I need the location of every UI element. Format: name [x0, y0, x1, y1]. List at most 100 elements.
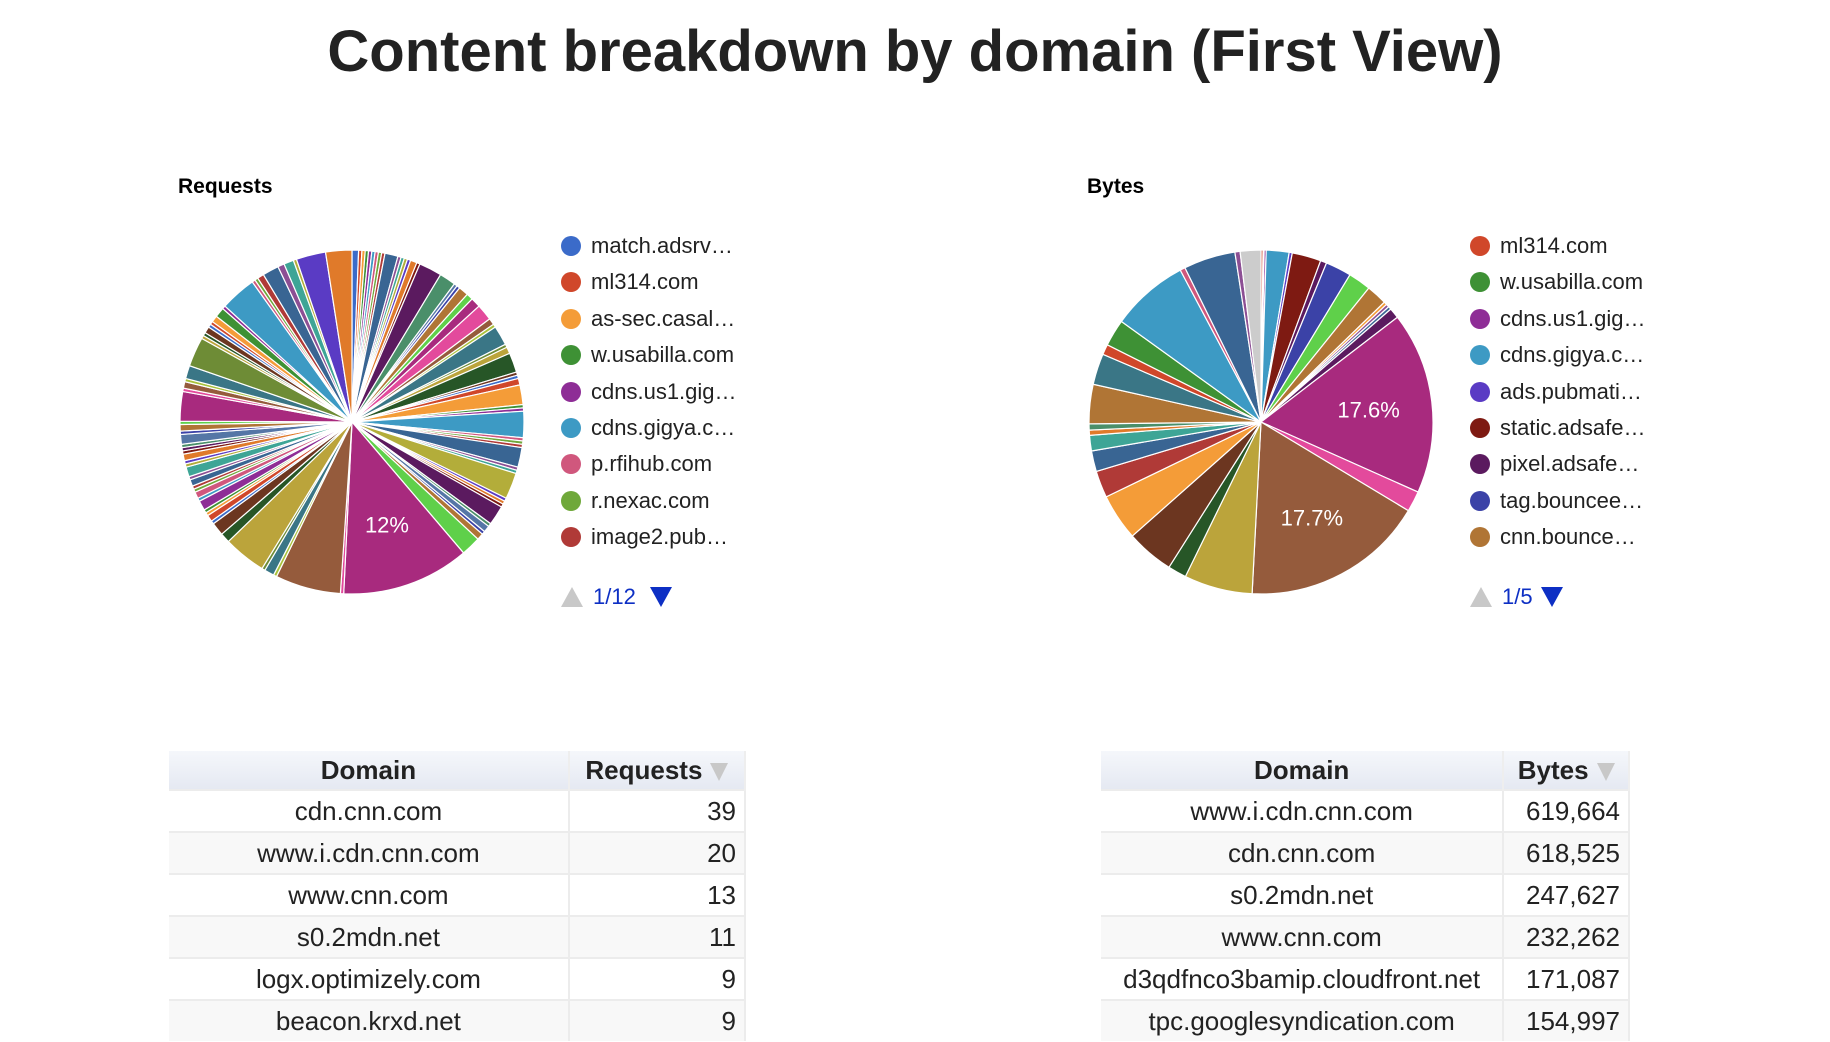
legend-item[interactable]: cdns.gigya.c…: [561, 413, 735, 443]
legend-label: image2.pub…: [591, 524, 728, 550]
legend-label: as-sec.casal…: [591, 305, 736, 331]
legend-color-swatch: [561, 490, 581, 511]
slice-percent-label: 17.7%: [1281, 506, 1343, 531]
legend-color-swatch: [1470, 418, 1490, 438]
bytes-table: Domain Bytes www.i.cdn.cnn.com 619,664 cdn…: [1101, 751, 1630, 1041]
legend-color-swatch: [561, 272, 581, 293]
pie-slice[interactable]: [1251, 420, 1410, 595]
column-header-bytes[interactable]: Bytes: [1503, 751, 1630, 790]
table-row[interactable]: www.i.cdn.cnn.com 20: [169, 831, 747, 874]
bytes-legend-pager: 1/5: [1470, 584, 1563, 610]
domain-cell: www.i.cdn.cnn.com: [169, 831, 570, 874]
legend-item[interactable]: cdns.us1.gig…: [561, 377, 737, 407]
legend-color-swatch: [561, 236, 581, 256]
pie-slice[interactable]: [343, 420, 465, 595]
legend-item[interactable]: ads.pubmati…: [1470, 377, 1642, 407]
value-cell: 154,997: [1503, 999, 1630, 1041]
legend-color-swatch: [561, 345, 581, 366]
previous-page-icon[interactable]: [1470, 587, 1492, 607]
domain-cell: beacon.krxd.net: [169, 999, 570, 1041]
column-header-domain[interactable]: Domain: [1101, 751, 1505, 790]
table-row[interactable]: s0.2mdn.net 11: [169, 915, 747, 958]
legend-item[interactable]: tag.bouncee…: [1470, 486, 1643, 516]
next-page-icon[interactable]: [649, 587, 672, 607]
requests-legend-pager: 1/12: [561, 584, 672, 610]
page-indicator: 1/12: [593, 584, 636, 609]
legend-label: static.adsafe…: [1500, 415, 1646, 440]
domain-cell: www.cnn.com: [1101, 915, 1505, 958]
legend-item[interactable]: ml314.com: [1470, 231, 1608, 261]
domain-cell: s0.2mdn.net: [169, 915, 570, 958]
legend-color-swatch: [1470, 308, 1490, 329]
legend-item[interactable]: pixel.adsafe…: [1470, 449, 1639, 479]
legend-item[interactable]: cnn.bounce…: [1470, 522, 1636, 552]
next-page-icon[interactable]: [1540, 587, 1563, 607]
legend-color-swatch: [561, 527, 581, 548]
legend-color-swatch: [561, 381, 581, 402]
legend-color-swatch: [1470, 490, 1490, 511]
legend-label: cdns.us1.gig…: [591, 378, 737, 404]
table-row[interactable]: www.i.cdn.cnn.com 619,664: [1101, 789, 1630, 832]
table-row[interactable]: www.cnn.com 232,262: [1101, 915, 1630, 958]
table-row[interactable]: d3qdfnco3bamip.cloudfront.net 171,087: [1101, 957, 1630, 1000]
legend-label: ml314.com: [1500, 233, 1608, 258]
table-row[interactable]: logx.optimizely.com 9: [169, 957, 747, 1000]
legend-color-swatch: [561, 418, 581, 438]
sort-descending-icon: [710, 762, 729, 781]
domain-cell: cdn.cnn.com: [1101, 831, 1505, 874]
page-title: Content breakdown by domain (First View): [327, 19, 1503, 84]
domain-cell: s0.2mdn.net: [1101, 873, 1505, 916]
legend-item[interactable]: w.usabilla.com: [561, 340, 734, 370]
legend-item[interactable]: image2.pub…: [561, 522, 728, 552]
table-row[interactable]: tpc.googlesyndication.com 154,997: [1101, 999, 1630, 1041]
pie-slice[interactable]: [324, 249, 353, 423]
table-row[interactable]: s0.2mdn.net 247,627: [1101, 873, 1630, 916]
value-cell: 9: [568, 999, 747, 1041]
legend-label: ads.pubmati…: [1500, 378, 1642, 404]
domain-cell: logx.optimizely.com: [169, 957, 570, 1000]
legend-label: w.usabilla.com: [1500, 269, 1644, 295]
pie-slice[interactable]: [1239, 249, 1262, 423]
legend-color-swatch: [1470, 272, 1490, 293]
domain-cell: www.i.cdn.cnn.com: [1101, 789, 1505, 832]
column-header-requests[interactable]: Requests: [568, 751, 747, 790]
legend-item[interactable]: p.rfihub.com: [561, 449, 712, 479]
legend-label: w.usabilla.com: [591, 342, 735, 368]
slice-percent-label: 17.6%: [1337, 397, 1399, 422]
previous-page-icon[interactable]: [561, 587, 583, 607]
legend-item[interactable]: ml314.com: [561, 267, 699, 297]
domain-cell: www.cnn.com: [169, 873, 570, 916]
legend-item[interactable]: cdns.gigya.c…: [1470, 340, 1644, 370]
page-indicator: 1/5: [1502, 584, 1533, 609]
pie-slice[interactable]: [1259, 316, 1434, 493]
header-label: Domain: [1253, 754, 1350, 785]
table-row[interactable]: cdn.cnn.com 618,525: [1101, 831, 1630, 874]
legend-label: r.nexac.com: [591, 487, 710, 513]
legend-color-swatch: [561, 308, 581, 329]
domain-cell: tpc.googlesyndication.com: [1101, 999, 1505, 1041]
legend-item[interactable]: w.usabilla.com: [1470, 267, 1643, 297]
legend-item[interactable]: r.nexac.com: [561, 486, 710, 516]
requests-chart-title: Requests: [178, 175, 273, 198]
legend-label: ml314.com: [591, 269, 699, 295]
value-cell: 20: [568, 831, 747, 874]
column-header-domain[interactable]: Domain: [169, 751, 570, 790]
value-cell: 247,627: [1503, 873, 1630, 916]
value-cell: 9: [568, 957, 747, 1000]
legend-color-swatch: [561, 454, 581, 475]
sort-descending-icon: [1596, 762, 1615, 781]
bytes-pie: 17.6% 17.7%: [1088, 249, 1434, 595]
value-cell: 171,087: [1503, 957, 1630, 1000]
table-row[interactable]: www.cnn.com 13: [169, 873, 747, 916]
table-row[interactable]: cdn.cnn.com 39: [169, 789, 747, 832]
value-cell: 13: [568, 873, 747, 916]
domain-cell: d3qdfnco3bamip.cloudfront.net: [1101, 957, 1505, 1000]
table-row[interactable]: beacon.krxd.net 9: [169, 999, 747, 1041]
legend-item[interactable]: static.adsafe…: [1470, 413, 1646, 443]
bytes-chart-title: Bytes: [1087, 175, 1145, 198]
legend-item[interactable]: match.adsrv…: [561, 231, 733, 261]
header-label: Domain: [320, 754, 417, 785]
legend-item[interactable]: cdns.us1.gig…: [1470, 304, 1646, 334]
legend-item[interactable]: as-sec.casal…: [561, 304, 735, 334]
